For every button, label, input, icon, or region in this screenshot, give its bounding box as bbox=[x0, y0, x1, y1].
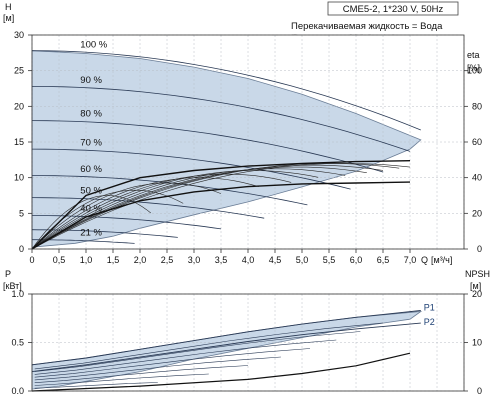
speed-label: 21 % bbox=[80, 228, 102, 239]
npsh-curve bbox=[31, 352, 411, 392]
h-tick-label: 30 bbox=[14, 30, 24, 40]
header-box bbox=[327, 1, 459, 16]
speed-label: 100 % bbox=[80, 39, 107, 50]
power-npsh-panel: P1 P2 0.0 0.5 1.0 0 10 20 bbox=[11, 289, 482, 396]
power-curve bbox=[34, 331, 361, 372]
p-tick-label: 0.0 bbox=[11, 386, 24, 396]
q-tick-label: 6,5 bbox=[377, 255, 390, 265]
head-curve bbox=[31, 197, 265, 219]
series-label-p2: P2 bbox=[424, 317, 435, 327]
npsh-tick-label: 10 bbox=[472, 338, 482, 348]
p1-curve bbox=[31, 310, 421, 366]
power-curve bbox=[34, 322, 383, 370]
q-tick-label: 4,5 bbox=[269, 255, 282, 265]
speed-label: 90 % bbox=[80, 75, 102, 86]
head-curve bbox=[31, 148, 351, 190]
efficiency-curve bbox=[31, 195, 151, 250]
efficiency-upper bbox=[31, 160, 411, 250]
head-efficiency-panel: 100 % 90 % 80 % 70 % 60 % 50 % 40 % 21 % 0 5 10 15 2… bbox=[14, 30, 482, 265]
h-axis-unit: [м] bbox=[3, 13, 14, 23]
p-tick-label: 1.0 bbox=[11, 289, 24, 299]
p-axis-unit: [кВт] bbox=[3, 281, 22, 291]
h-axis-label: H bbox=[5, 2, 12, 12]
h-tick-label: 5 bbox=[19, 208, 24, 218]
q-tick-label: 0 bbox=[29, 255, 34, 265]
q-axis-label: Q bbox=[421, 255, 428, 265]
efficiency-curve bbox=[31, 177, 259, 250]
efficiency-curve bbox=[31, 173, 292, 250]
npsh-tick-label: 0 bbox=[477, 386, 482, 396]
eta-axis-unit: [%] bbox=[467, 63, 480, 73]
q-tick-label: 4,0 bbox=[242, 255, 255, 265]
eta-tick-label: 80 bbox=[472, 101, 482, 111]
eta-tick-label: 20 bbox=[472, 208, 482, 218]
q-tick-label: 2,0 bbox=[134, 255, 147, 265]
q-tick-label: 5,5 bbox=[323, 255, 336, 265]
q-tick-label: 6,0 bbox=[350, 255, 363, 265]
power-curve bbox=[34, 339, 337, 375]
head-curve bbox=[31, 50, 421, 131]
model-label: CME5-2, 1*230 V, 50Hz bbox=[343, 4, 444, 15]
q-tick-label: 7,0 bbox=[404, 255, 417, 265]
q-tick-label: 1,0 bbox=[80, 255, 93, 265]
efficiency-curve bbox=[31, 182, 222, 250]
eta-axis-label: eta bbox=[467, 50, 480, 60]
liquid-label: Перекачиваемая жидкость = Вода bbox=[291, 21, 443, 32]
speed-label: 70 % bbox=[80, 138, 102, 149]
speed-label: 40 % bbox=[80, 203, 102, 214]
h-tick-label: 15 bbox=[14, 137, 24, 147]
h-tick-label: 0 bbox=[19, 244, 24, 254]
q-axis-unit: [м³/ч] bbox=[431, 255, 452, 265]
efficiency-curve bbox=[31, 170, 319, 250]
power-curve bbox=[34, 382, 158, 389]
eta-tick-label: 100 bbox=[467, 66, 482, 76]
q-tick-label: 0,5 bbox=[53, 255, 66, 265]
q-tick-label: 5,0 bbox=[296, 255, 309, 265]
q-tick-label: 2,5 bbox=[161, 255, 174, 265]
efficiency-curve bbox=[31, 164, 384, 250]
npsh-axis-label: NPSH bbox=[465, 269, 490, 279]
power-curve bbox=[34, 365, 249, 383]
h-tick-label: 20 bbox=[14, 101, 24, 111]
series-label-p1: P1 bbox=[424, 303, 435, 313]
eta-tick-label: 60 bbox=[472, 137, 482, 147]
efficiency-lower bbox=[31, 181, 411, 250]
p2-curve bbox=[31, 322, 421, 373]
q-tick-label: 3,0 bbox=[188, 255, 201, 265]
p-axis-label: P bbox=[5, 269, 11, 279]
eta-tick-label: 40 bbox=[472, 173, 482, 183]
h-tick-label: 25 bbox=[14, 66, 24, 76]
h-tick-label: 10 bbox=[14, 173, 24, 183]
speed-label: 60 % bbox=[80, 164, 102, 175]
efficiency-curve bbox=[31, 163, 400, 250]
npsh-axis-unit: [м] bbox=[470, 281, 481, 291]
head-curve bbox=[32, 215, 222, 230]
npsh-tick-label: 20 bbox=[472, 289, 482, 299]
head-curve bbox=[31, 86, 411, 152]
power-curve bbox=[34, 356, 281, 381]
speed-label: 80 % bbox=[80, 108, 102, 119]
q-tick-label: 1,5 bbox=[107, 255, 120, 265]
q-tick-label: 3,5 bbox=[215, 255, 228, 265]
p-tick-label: 0.5 bbox=[11, 338, 24, 348]
speed-label: 50 % bbox=[80, 186, 102, 197]
eta-tick-label: 0 bbox=[477, 244, 482, 254]
power-curve bbox=[34, 373, 209, 386]
head-curve bbox=[31, 120, 384, 173]
power-curve bbox=[34, 348, 311, 378]
